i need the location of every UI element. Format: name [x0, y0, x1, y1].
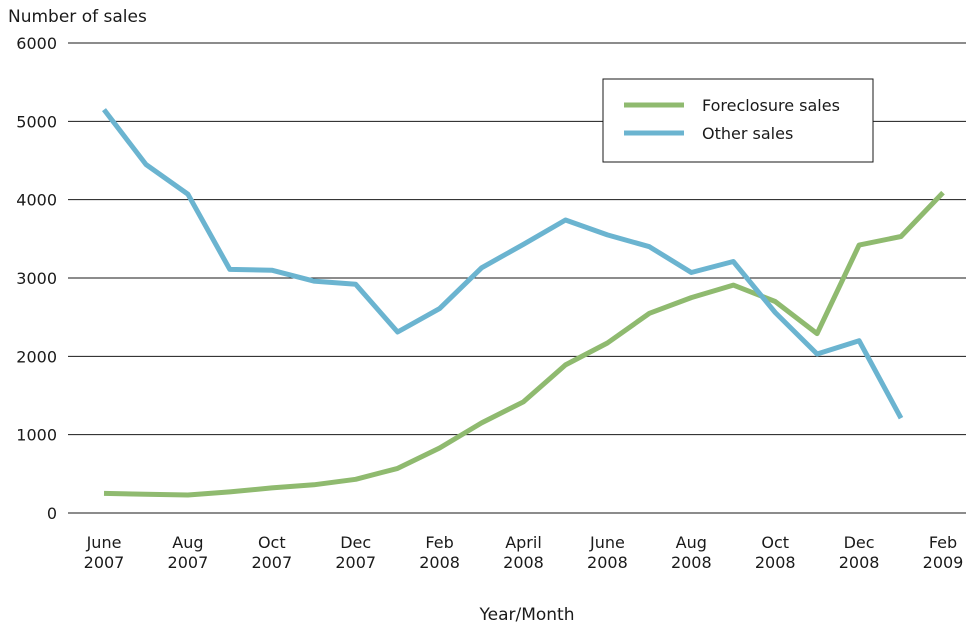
x-tick-label: Oct 2007: [251, 533, 292, 572]
y-tick-label-6000: 6000: [16, 34, 57, 53]
y-tick-label-3000: 3000: [16, 269, 57, 288]
y-tick-label-4000: 4000: [16, 191, 57, 210]
x-tick-label: Aug 2007: [168, 533, 209, 572]
x-tick-label: June 2008: [587, 533, 628, 572]
x-tick-label-line1: Aug: [172, 533, 203, 552]
y-tick-label-2000: 2000: [16, 347, 57, 366]
x-tick-label-line2: 2008: [839, 553, 880, 572]
x-tick-label-line1: Feb: [929, 533, 957, 552]
y-tick-label-0: 0: [47, 504, 57, 523]
x-tick-label-line2: 2008: [419, 553, 460, 572]
x-tick-label: Feb 2009: [923, 533, 964, 572]
legend-label-0: Foreclosure sales: [702, 96, 840, 115]
y-axis-title: Number of sales: [8, 7, 147, 27]
x-tick-label-line1: Oct: [761, 533, 789, 552]
x-tick-label-line1: June: [86, 533, 122, 552]
x-tick-label-line2: 2007: [251, 553, 292, 572]
series-lines: [102, 108, 945, 498]
x-tick-label: Aug 2008: [671, 533, 712, 572]
x-tick-label: Dec 2007: [335, 533, 376, 572]
x-tick-label-line2: 2009: [923, 553, 964, 572]
legend: Foreclosure sales Other sales: [602, 78, 874, 163]
x-tick-label-line1: Dec: [340, 533, 371, 552]
x-tick-label-line2: 2008: [503, 553, 544, 572]
series-line-1: [102, 108, 904, 420]
x-tick-label: Dec 2008: [839, 533, 880, 572]
x-tick-label: June 2007: [84, 533, 125, 572]
y-tick-label-5000: 5000: [16, 112, 57, 131]
x-tick-label: April 2008: [503, 533, 544, 572]
x-tick-label: Oct 2008: [755, 533, 796, 572]
x-tick-label-line2: 2007: [335, 553, 376, 572]
legend-box: [602, 78, 874, 163]
x-tick-label-line2: 2007: [84, 553, 125, 572]
gridlines: [68, 42, 966, 514]
x-tick-label: Feb 2008: [419, 533, 460, 572]
x-tick-label-line2: 2008: [587, 553, 628, 572]
x-tick-label-line1: Dec: [844, 533, 875, 552]
series-line-0: [103, 190, 945, 498]
x-axis-title: Year/Month: [478, 605, 574, 625]
x-tick-label-line2: 2008: [755, 553, 796, 572]
x-tick-label-line2: 2008: [671, 553, 712, 572]
x-tick-label-line1: April: [505, 533, 542, 552]
x-tick-label-line1: Feb: [425, 533, 453, 552]
x-tick-label-line1: Oct: [258, 533, 286, 552]
y-tick-label-1000: 1000: [16, 426, 57, 445]
x-tick-label-line1: Aug: [676, 533, 707, 552]
y-axis-ticks: 0 1000 2000 3000 4000 5000 6000: [16, 34, 57, 523]
x-tick-label-line2: 2007: [168, 553, 209, 572]
legend-label-1: Other sales: [702, 124, 793, 143]
x-tick-label-line1: June: [589, 533, 625, 552]
